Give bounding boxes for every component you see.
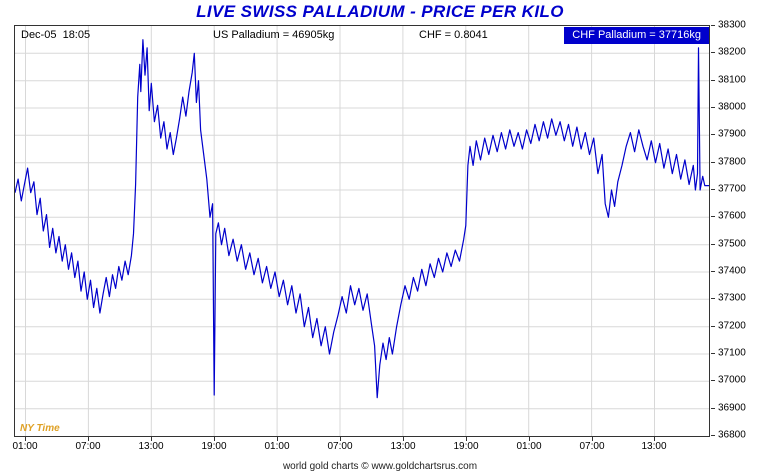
plot-area: Dec-05 18:05 US Palladium = 46905kg CHF … xyxy=(14,25,710,437)
x-tick xyxy=(25,437,26,441)
y-tick xyxy=(711,52,715,53)
timezone-label: NY Time xyxy=(20,423,60,434)
y-axis-label: 38200 xyxy=(718,46,746,58)
x-tick xyxy=(592,437,593,441)
x-axis-label: 01:00 xyxy=(516,441,542,452)
x-axis-label: 07:00 xyxy=(579,441,605,452)
y-tick xyxy=(711,271,715,272)
y-axis-label: 38000 xyxy=(718,101,746,113)
credit-line: world gold charts © www.goldchartsrus.co… xyxy=(282,461,478,472)
x-tick xyxy=(214,437,215,441)
x-tick xyxy=(88,437,89,441)
y-axis-label: 37400 xyxy=(718,265,746,277)
y-tick xyxy=(711,408,715,409)
y-axis-label: 37300 xyxy=(718,292,746,304)
current-datetime: Dec-05 18:05 xyxy=(21,29,91,41)
x-axis-label: 07:00 xyxy=(327,441,353,452)
y-tick xyxy=(711,435,715,436)
y-axis-label: 37500 xyxy=(718,238,746,250)
y-axis-label: 38300 xyxy=(718,19,746,31)
y-tick xyxy=(711,162,715,163)
y-axis-label: 37900 xyxy=(718,128,746,140)
y-tick xyxy=(711,326,715,327)
y-axis-label: 37600 xyxy=(718,210,746,222)
x-axis: 01:00 07:00 13:00 19:00 01:00 07:00 13:00 19:00… xyxy=(12,437,710,454)
x-axis-label: 01:00 xyxy=(264,441,290,452)
y-tick xyxy=(711,107,715,108)
y-tick xyxy=(711,298,715,299)
y-tick xyxy=(711,216,715,217)
page-title: LIVE SWISS PALLADIUM - PRICE PER KILO xyxy=(196,2,564,21)
y-tick xyxy=(711,380,715,381)
y-axis-label: 37000 xyxy=(718,374,746,386)
y-axis-label: 38100 xyxy=(718,74,746,86)
y-tick xyxy=(711,80,715,81)
x-tick xyxy=(466,437,467,441)
x-tick xyxy=(403,437,404,441)
x-axis-label: 19:00 xyxy=(453,441,479,452)
y-axis-label: 36800 xyxy=(718,429,746,441)
x-axis-label: 19:00 xyxy=(201,441,227,452)
price-series-line xyxy=(15,39,709,399)
x-tick xyxy=(654,437,655,441)
x-tick xyxy=(277,437,278,441)
x-tick xyxy=(151,437,152,441)
y-tick xyxy=(711,353,715,354)
y-tick xyxy=(711,25,715,26)
x-axis-label: 01:00 xyxy=(12,441,38,452)
x-axis-label: 13:00 xyxy=(138,441,164,452)
x-tick xyxy=(529,437,530,441)
chf-palladium-badge: CHF Palladium = 37716kg xyxy=(564,27,709,44)
x-axis-label: 13:00 xyxy=(390,441,416,452)
x-axis-label: 13:00 xyxy=(641,441,667,452)
y-tick xyxy=(711,244,715,245)
y-tick xyxy=(711,189,715,190)
chf-rate-value: CHF = 0.8041 xyxy=(419,29,488,41)
us-palladium-value: US Palladium = 46905kg xyxy=(213,29,335,41)
y-axis-label: 37800 xyxy=(718,156,746,168)
x-tick xyxy=(340,437,341,441)
x-axis-label: 07:00 xyxy=(75,441,101,452)
y-axis-label: 37200 xyxy=(718,320,746,332)
gridlines xyxy=(15,26,709,436)
y-axis: 36800 36900 37000 37100 37200 37300 37400 37500… xyxy=(710,20,760,441)
y-axis-label: 37100 xyxy=(718,347,746,359)
y-axis-label: 37700 xyxy=(718,183,746,195)
y-axis-label: 36900 xyxy=(718,402,746,414)
y-tick xyxy=(711,134,715,135)
price-line-chart xyxy=(15,26,709,436)
